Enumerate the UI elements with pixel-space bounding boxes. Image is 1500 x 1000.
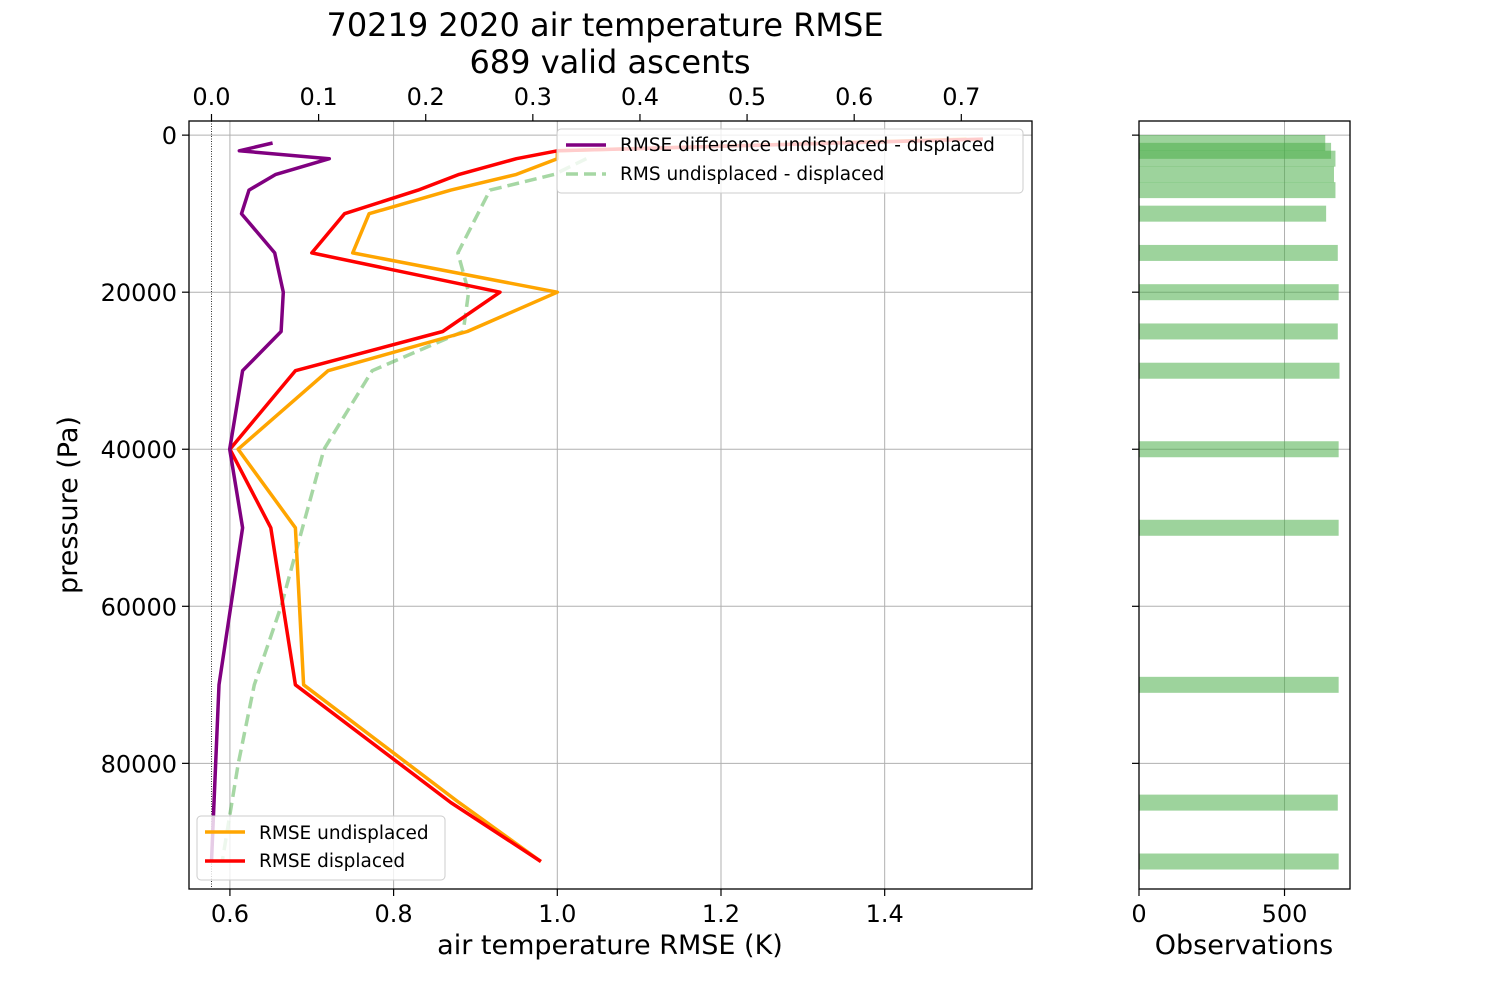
observation-bar bbox=[1139, 244, 1338, 261]
tick-marks bbox=[182, 114, 1286, 896]
top-x-tick-label: 0.1 bbox=[300, 83, 338, 111]
right-grid bbox=[1139, 121, 1350, 889]
x-tick-label: 1.2 bbox=[702, 900, 740, 928]
observation-bar bbox=[1139, 519, 1339, 536]
top-x-tick-label: 0.3 bbox=[514, 83, 552, 111]
main-plot-frame bbox=[188, 120, 1033, 890]
observation-bar bbox=[1139, 284, 1339, 301]
y-tick-label: 40000 bbox=[101, 436, 177, 464]
observation-bar bbox=[1139, 853, 1339, 870]
y-axis-label: pressure (Pa) bbox=[53, 416, 84, 594]
observations-axis-label: Observations bbox=[1155, 930, 1333, 961]
y-tick-label: 0 bbox=[162, 122, 177, 150]
observation-bar bbox=[1139, 150, 1336, 167]
observation-bar bbox=[1139, 676, 1339, 693]
top-x-tick-label: 0.5 bbox=[728, 83, 766, 111]
legend-entry-rmse-difference: RMSE difference undisplaced - displaced bbox=[620, 135, 995, 156]
y-tick-label: 60000 bbox=[101, 593, 177, 621]
x-tick-label: 1.0 bbox=[538, 900, 576, 928]
series-line-rms-undisplaced-displaced bbox=[220, 157, 588, 862]
x-axis-label: air temperature RMSE (K) bbox=[437, 930, 783, 961]
series-line-rmse-undisplaced bbox=[236, 137, 967, 863]
observation-bar bbox=[1139, 362, 1340, 379]
obs-x-tick-label: 500 bbox=[1262, 900, 1308, 928]
series-line-rmse-difference-undisplaced-displaced bbox=[209, 141, 332, 862]
observation-bar bbox=[1139, 205, 1327, 222]
observation-bars bbox=[1139, 134, 1340, 870]
obs-x-tick-label: 0 bbox=[1131, 900, 1146, 928]
observation-bar bbox=[1139, 441, 1339, 458]
top-x-tick-label: 0.6 bbox=[835, 83, 873, 111]
legend-top-right: RMSE difference undisplaced - displaced … bbox=[556, 128, 1024, 194]
legend-bottom-left: RMSE undisplaced Observations RMSE displ… bbox=[196, 815, 446, 881]
legend-entry-rmse-undisplaced: RMSE undisplaced bbox=[259, 823, 429, 844]
observation-bar bbox=[1139, 323, 1338, 340]
legend-entry-rmse-displaced-label: RMSE displaced bbox=[259, 851, 405, 872]
chart-subtitle: 689 valid ascents bbox=[469, 43, 750, 81]
observation-bar bbox=[1139, 166, 1334, 183]
y-tick-label: 80000 bbox=[101, 750, 177, 778]
top-x-tick-label: 0.0 bbox=[192, 83, 230, 111]
chart-title: 70219 2020 air temperature RMSE bbox=[326, 6, 883, 44]
x-tick-label: 1.4 bbox=[866, 900, 904, 928]
observations-plot-frame bbox=[1138, 120, 1351, 890]
top-x-tick-label: 0.2 bbox=[407, 83, 445, 111]
series-lines bbox=[209, 137, 983, 863]
series-line-rmse-displaced bbox=[228, 137, 983, 863]
top-x-tick-label: 0.7 bbox=[942, 83, 980, 111]
x-tick-label: 0.8 bbox=[375, 900, 413, 928]
y-tick-label: 20000 bbox=[101, 279, 177, 307]
main-grid bbox=[189, 121, 1032, 889]
legend-entry-rms-undisplaced-displaced: RMS undisplaced - displaced bbox=[620, 164, 884, 185]
observation-bar bbox=[1139, 794, 1338, 811]
top-x-tick-label: 0.4 bbox=[621, 83, 659, 111]
observation-bar bbox=[1139, 182, 1336, 199]
x-tick-label: 0.6 bbox=[211, 900, 249, 928]
